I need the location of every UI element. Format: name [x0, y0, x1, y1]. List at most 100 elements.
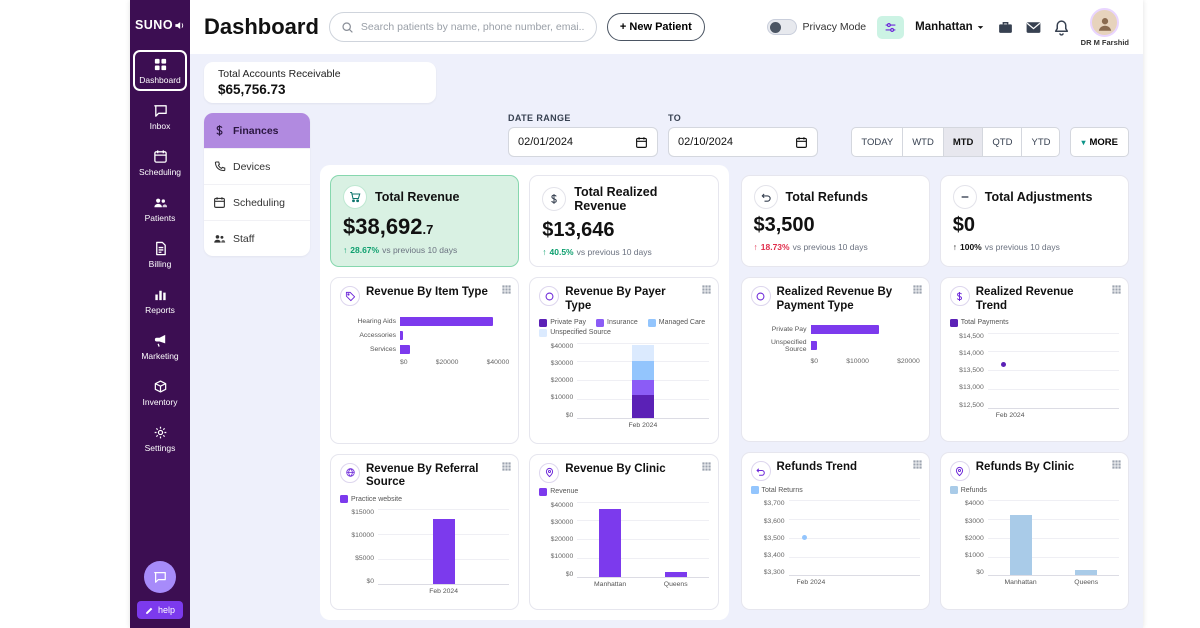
y-tick: $14,000: [950, 350, 984, 357]
sidebar-item-dashboard[interactable]: Dashboard: [133, 50, 187, 91]
drag-handle-icon[interactable]: [701, 283, 712, 298]
sidebar-item-inbox[interactable]: Inbox: [133, 96, 187, 137]
calendar-icon[interactable]: [635, 136, 648, 149]
kpi-value: $38,692.7: [343, 214, 506, 240]
kpi-header: Total Adjustments: [953, 185, 1116, 209]
sidebar-item-reports[interactable]: Reports: [133, 280, 187, 321]
legend-label: Total Returns: [762, 487, 803, 494]
y-tick: $4000: [950, 500, 984, 507]
kpi-delta: ↑100%vs previous 10 days: [953, 242, 1116, 252]
x-tick: $0: [400, 359, 408, 366]
kpi-header: Total Realized Revenue: [542, 185, 705, 214]
drag-handle-icon[interactable]: [501, 283, 512, 298]
avatar[interactable]: [1090, 8, 1119, 37]
reports-button[interactable]: [997, 19, 1014, 36]
sidebar-item-patients[interactable]: Patients: [133, 188, 187, 229]
kpi-icon-circle: [343, 185, 367, 209]
sidebar-item-label: Reports: [145, 305, 175, 315]
drag-handle-icon[interactable]: [1111, 458, 1122, 473]
undo-icon: [755, 466, 766, 477]
category-label: Services: [340, 346, 396, 353]
filter-sliders-button[interactable]: [877, 16, 904, 39]
submenu-item-devices[interactable]: Devices: [204, 149, 310, 185]
search-input[interactable]: [361, 21, 585, 33]
chat-widget-button[interactable]: [144, 561, 176, 593]
drag-handle-icon[interactable]: [912, 283, 923, 298]
help-button[interactable]: help: [137, 601, 183, 619]
chart-icon-circle: [950, 461, 970, 481]
chart-bar: [599, 509, 621, 577]
date-to-input[interactable]: 02/10/2024: [668, 127, 818, 157]
kpi-value-main: $13,646: [542, 219, 614, 241]
y-tick: $5000: [340, 555, 374, 562]
ar-value: $65,756.73: [218, 82, 422, 97]
mail-button[interactable]: [1025, 19, 1042, 36]
drag-handle-icon[interactable]: [701, 460, 712, 475]
delta-note: vs previous 10 days: [793, 242, 868, 252]
search-bar[interactable]: [329, 12, 597, 42]
sidebar-item-scheduling[interactable]: Scheduling: [133, 142, 187, 183]
kpi-card-total-adjustments: Total Adjustments$0↑100%vs previous 10 d…: [940, 175, 1129, 267]
gridline: [577, 343, 708, 344]
profile[interactable]: DR M Farshid: [1081, 8, 1129, 47]
sidebar-item-label: Inventory: [143, 397, 178, 407]
drag-handle-icon[interactable]: [912, 458, 923, 473]
y-tick: $3,500: [751, 535, 785, 542]
sidebar-item-inventory[interactable]: Inventory: [133, 372, 187, 413]
chart-card-header: Revenue By Clinic: [539, 463, 708, 483]
sidebar-item-settings[interactable]: Settings: [133, 418, 187, 459]
accounts-receivable-card: Total Accounts Receivable $65,756.73: [204, 62, 436, 103]
sidebar-item-billing[interactable]: Billing: [133, 234, 187, 275]
range-button-qtd[interactable]: QTD: [982, 127, 1022, 157]
chart-plot: $4000$3000$2000$1000$0ManhattanQueens: [950, 500, 1119, 601]
drag-handle-icon[interactable]: [501, 460, 512, 475]
chart-card-revenue-by-referral-source: Revenue By Referral SourcePractice websi…: [330, 454, 519, 611]
kpi-title: Total Adjustments: [985, 190, 1093, 204]
range-button-mtd[interactable]: MTD: [943, 127, 984, 157]
date-from-input[interactable]: 02/01/2024: [508, 127, 658, 157]
sidebar-item-marketing[interactable]: Marketing: [133, 326, 187, 367]
drag-handle-icon[interactable]: [1111, 283, 1122, 298]
date-range-label: DATE RANGE: [508, 113, 658, 123]
calendar-icon[interactable]: [795, 136, 808, 149]
legend-item: Insurance: [596, 319, 638, 327]
doc-icon: [153, 241, 168, 256]
chart-plot: $15000$10000$5000$0Feb 2024: [340, 509, 509, 601]
kpi-header: Total Refunds: [754, 185, 917, 209]
minus-icon: [959, 191, 971, 203]
bar-track: [811, 325, 920, 334]
gridline: [988, 500, 1119, 501]
data-point: [1001, 362, 1006, 367]
new-patient-button[interactable]: + New Patient: [607, 13, 705, 41]
gridline: [577, 520, 708, 521]
range-button-today[interactable]: TODAY: [851, 127, 903, 157]
more-button[interactable]: ▾ MORE: [1070, 127, 1129, 157]
location-dropdown[interactable]: Manhattan: [915, 21, 986, 33]
to-label: TO: [668, 113, 818, 123]
delta-percent: 18.73%: [761, 242, 790, 252]
notifications-button[interactable]: [1053, 19, 1070, 36]
kpi-value-main: $38,692: [343, 214, 423, 239]
range-button-ytd[interactable]: YTD: [1021, 127, 1060, 157]
chart-card-refunds-trend: Refunds TrendTotal Returns$3,700$3,600$3…: [741, 452, 930, 610]
chart-title: Realized Revenue Trend: [976, 286, 1103, 314]
gridline: [988, 557, 1119, 558]
main-area: Dashboard + New Patient Privacy Mode Man…: [190, 0, 1143, 628]
submenu-item-scheduling[interactable]: Scheduling: [204, 185, 310, 221]
y-tick: $0: [340, 578, 374, 585]
chart-bar: [1010, 515, 1032, 575]
submenu-item-finances[interactable]: Finances: [204, 113, 310, 149]
gridline: [988, 389, 1119, 390]
box-icon: [153, 379, 168, 394]
person-icon: [1096, 11, 1114, 33]
y-tick: $20000: [539, 377, 573, 384]
kpi-value: $13,646: [542, 219, 705, 242]
y-tick: $2000: [950, 535, 984, 542]
privacy-toggle[interactable]: [767, 19, 797, 35]
submenu-item-label: Devices: [233, 161, 270, 173]
chart-card-revenue-by-clinic: Revenue By ClinicRevenue$40000$30000$200…: [529, 454, 718, 611]
range-button-wtd[interactable]: WTD: [902, 127, 944, 157]
sidebar-item-label: Settings: [145, 443, 176, 453]
plot-area: [577, 502, 708, 578]
submenu-item-staff[interactable]: Staff: [204, 221, 310, 256]
